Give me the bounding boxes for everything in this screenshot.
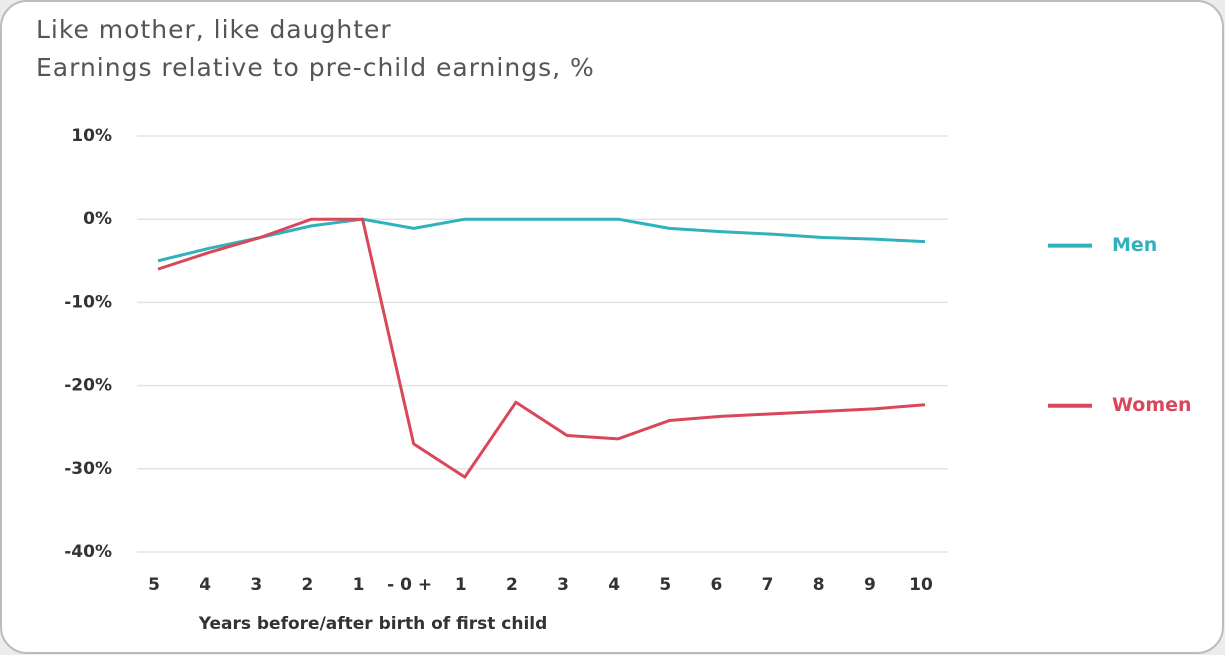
x-tick-label: - 0 +	[387, 575, 432, 595]
x-tick-label: 2	[301, 575, 313, 595]
x-tick-label: 1	[353, 575, 365, 595]
x-tick-label: 4	[608, 575, 620, 595]
x-tick-label: 5	[148, 575, 160, 595]
x-tick-label: 3	[557, 575, 569, 595]
y-tick-label: 10%	[71, 126, 112, 146]
x-tick-label: 10	[909, 575, 933, 595]
x-tick-label: 4	[199, 575, 211, 595]
x-tick-label: 3	[250, 575, 262, 595]
x-tick-label: 1	[455, 575, 467, 595]
y-tick-label: -30%	[64, 459, 112, 479]
x-tick-label: 5	[659, 575, 671, 595]
line	[157, 217, 926, 479]
x-tick-label: 7	[762, 575, 774, 595]
chart-subtitle: Earnings relative to pre-child earnings,…	[36, 53, 595, 82]
x-tick-label: 9	[864, 575, 876, 595]
legend-label: Men	[1112, 234, 1157, 256]
y-tick-label: -40%	[64, 542, 112, 562]
x-tick-label: 2	[506, 575, 518, 595]
y-tick-label: -10%	[64, 292, 112, 312]
legend-label: Women	[1112, 394, 1192, 416]
x-tick-label: 8	[813, 575, 825, 595]
x-axis-label: Years before/after birth of first child	[198, 614, 548, 634]
y-tick-label: 0%	[83, 209, 112, 229]
x-tick-label: 6	[711, 575, 723, 595]
y-tick-label: -20%	[64, 376, 112, 396]
line	[157, 217, 926, 263]
chart-title: Like mother, like daughter	[36, 15, 392, 44]
